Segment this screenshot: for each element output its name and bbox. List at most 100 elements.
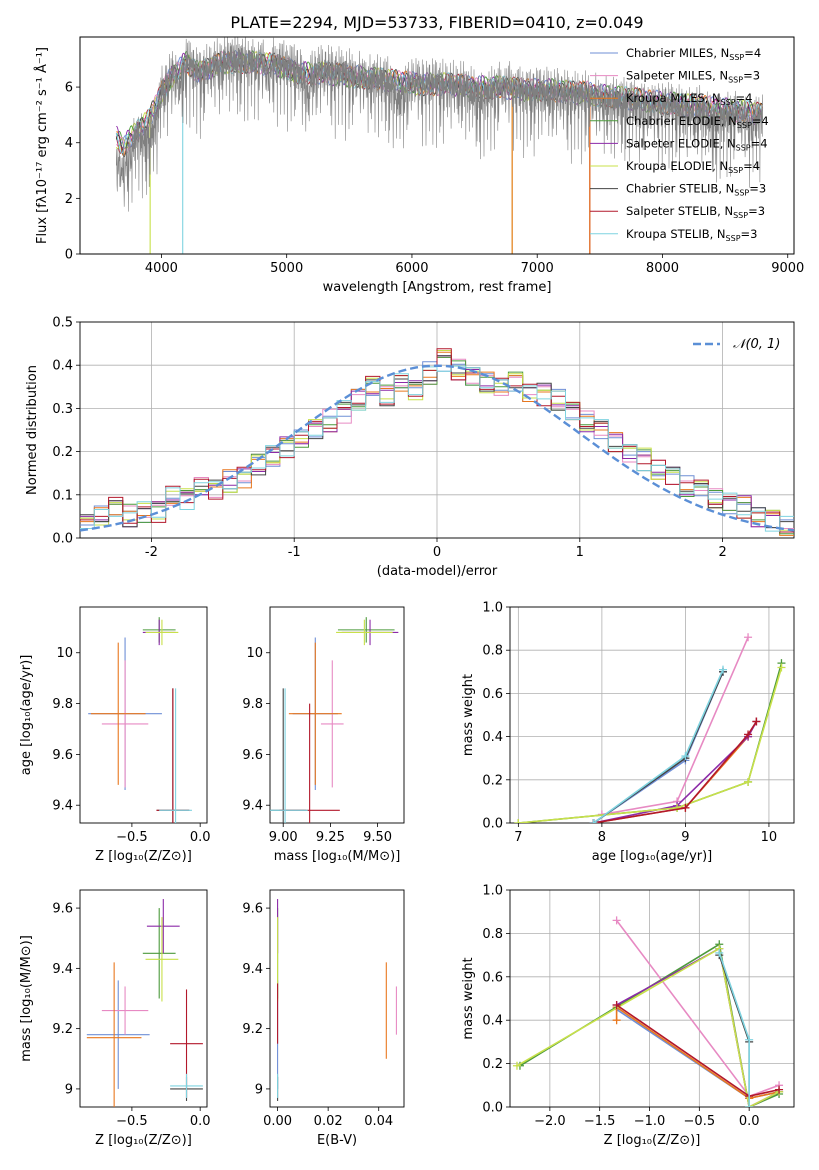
y-tick-label: 4 bbox=[65, 136, 73, 151]
x-tick-label: 8000 bbox=[646, 261, 679, 276]
point-marker bbox=[744, 777, 753, 786]
y-tick-label: 9.4 bbox=[52, 799, 73, 814]
y-tick-label: 0.6 bbox=[482, 970, 503, 985]
point-marker bbox=[612, 1001, 621, 1010]
mass-vs-Z-errorbars bbox=[86, 899, 203, 1107]
x-axis-label: age [log₁₀(age/yr)] bbox=[592, 849, 713, 864]
point-marker bbox=[777, 663, 786, 672]
legend-subscript: SSP bbox=[728, 76, 743, 85]
point-marker bbox=[744, 633, 753, 642]
y-tick-label: 6 bbox=[65, 81, 73, 96]
y-tick-label: 0.0 bbox=[482, 1101, 503, 1116]
gaussian-reference-curve bbox=[80, 364, 794, 532]
x-tick-label: −0.5 bbox=[116, 830, 148, 845]
y-tick-label: 0.1 bbox=[52, 488, 73, 503]
x-tick-label: 0 bbox=[433, 545, 441, 560]
observed-spectrum-line bbox=[116, 37, 763, 212]
y-axis-label: mass [log₁₀(M/M⊙)] bbox=[19, 935, 34, 1062]
point-marker bbox=[514, 819, 523, 823]
legend-suffix: =4 bbox=[743, 159, 760, 173]
x-axis-label: Z [log₁₀(Z/Z⊙)] bbox=[604, 1133, 701, 1148]
y-tick-label: 9 bbox=[255, 1082, 263, 1097]
legend-suffix: =3 bbox=[741, 227, 758, 241]
x-tick-label: −0.5 bbox=[116, 1114, 148, 1129]
y-axis-label: Flux [fλ10⁻¹⁷ erg cm⁻² s⁻¹ Å⁻¹] bbox=[34, 47, 50, 244]
mass-weight-line bbox=[518, 667, 783, 823]
y-tick-label: 9.4 bbox=[242, 962, 263, 977]
y-tick-label: 0.2 bbox=[52, 445, 73, 460]
residual-histogram-step bbox=[80, 348, 794, 533]
legend-suffix: =4 bbox=[736, 91, 753, 105]
x-tick-label: 0.02 bbox=[314, 1114, 343, 1129]
x-tick-label: 9.00 bbox=[269, 830, 298, 845]
mass-vs-EBV-errorbars bbox=[277, 899, 397, 1101]
chart-panels: 4000 5000 6000 7000 8000 9000 0 2 4 6 wavelength [… bbox=[19, 36, 804, 1148]
x-tick-label: 2 bbox=[718, 545, 726, 560]
x-axis-label: wavelength [Angstrom, rest frame] bbox=[323, 280, 552, 295]
legend-suffix: =3 bbox=[743, 69, 760, 83]
mass-vs-Z-panel: −0.5 0.0 9 9.2 9.4 9.6 Z [log₁₀(Z/Z⊙)] mass [lo… bbox=[19, 889, 211, 1148]
x-tick-label: 0.04 bbox=[364, 1114, 393, 1129]
residuals-panel: -2 -1 0 1 2 0.0 0.1 0.2 0.3 0.4 0.5 (data-model)/er… bbox=[25, 316, 795, 579]
mass-weight-vs-age-panel: 7 8 9 10 0.0 0.2 0.4 0.6 0.8 1.0 age [log₁₀(age/yr… bbox=[461, 601, 795, 864]
y-tick-label: 9.6 bbox=[52, 748, 73, 763]
axes-frame bbox=[79, 889, 208, 1108]
mass-weight-line bbox=[593, 721, 758, 823]
y-tick-label: 9.2 bbox=[52, 1022, 73, 1037]
x-tick-label: −1.5 bbox=[584, 1114, 616, 1129]
x-tick-label: 9.25 bbox=[316, 830, 345, 845]
x-tick-label: 6000 bbox=[395, 261, 428, 276]
x-tick-label: 9.50 bbox=[363, 830, 392, 845]
axes-frame bbox=[269, 889, 405, 1108]
x-tick-label: 7000 bbox=[521, 261, 554, 276]
x-tick-label: −2.0 bbox=[534, 1114, 566, 1129]
y-tick-label: 0.3 bbox=[52, 402, 73, 417]
x-tick-label: 4000 bbox=[145, 261, 178, 276]
age-vs-mass-panel: 9.00 9.25 9.50 9.4 9.6 9.8 10 mass [log₁₀(M/M⊙)… bbox=[242, 606, 405, 864]
axes-frame bbox=[509, 889, 795, 1108]
legend-suffix: =3 bbox=[749, 182, 766, 196]
y-tick-label: 0 bbox=[65, 248, 73, 263]
x-tick-label: 8 bbox=[598, 830, 606, 845]
y-tick-label: 0.0 bbox=[52, 532, 73, 547]
x-tick-label: -2 bbox=[145, 545, 158, 560]
axes-frame bbox=[269, 606, 405, 824]
y-tick-label: 9 bbox=[65, 1082, 73, 1097]
y-tick-label: 0.4 bbox=[482, 730, 503, 745]
y-tick-label: 0.2 bbox=[482, 773, 503, 788]
legend-suffix: =4 bbox=[751, 136, 768, 150]
y-tick-label: 0.6 bbox=[482, 687, 503, 702]
legend-subscript: SSP bbox=[726, 234, 741, 243]
legend-entry: Salpeter MILES, NSSP=3 bbox=[626, 69, 760, 85]
y-tick-label: 10 bbox=[56, 646, 73, 661]
legend-entry: Salpeter ELODIE, NSSP=4 bbox=[626, 136, 768, 152]
x-tick-label: -1 bbox=[288, 545, 301, 560]
legend-suffix: =3 bbox=[748, 204, 765, 218]
legend-subscript: SSP bbox=[736, 143, 751, 152]
y-axis-label: Normed distribution bbox=[25, 365, 40, 495]
spectrum-lines bbox=[115, 37, 764, 254]
y-tick-label: 0.4 bbox=[52, 359, 73, 374]
x-tick-label: −1.0 bbox=[634, 1114, 666, 1129]
mass-weight-vs-Z-lines bbox=[512, 916, 784, 1107]
mass-weight-vs-age-lines bbox=[514, 633, 786, 823]
x-tick-label: 0.0 bbox=[190, 1114, 211, 1129]
point-marker bbox=[589, 819, 598, 823]
y-axis-label: age [log₁₀(age/yr)] bbox=[19, 655, 34, 776]
legend-subscript: SSP bbox=[737, 121, 752, 130]
y-tick-label: 9.8 bbox=[52, 697, 73, 712]
y-tick-label: 9.4 bbox=[52, 962, 73, 977]
y-axis-label: mass weight bbox=[461, 957, 476, 1039]
residual-histograms bbox=[80, 348, 794, 536]
x-tick-label: 0.00 bbox=[263, 1114, 292, 1129]
y-tick-label: 9.4 bbox=[242, 799, 263, 814]
mass-weight-line bbox=[516, 947, 780, 1107]
axes-frame bbox=[509, 606, 795, 824]
y-tick-label: 9.8 bbox=[242, 697, 263, 712]
x-axis-label: (data-model)/error bbox=[377, 564, 498, 579]
point-marker bbox=[612, 1016, 621, 1025]
y-tick-label: 9.6 bbox=[242, 902, 263, 917]
point-marker bbox=[673, 803, 682, 812]
mass-weight-vs-Z-panel: −2.0 −1.5 −1.0 −0.5 0.0 0.0 0.2 0.4 0.6 0.8 1.0 Z [… bbox=[461, 884, 795, 1148]
